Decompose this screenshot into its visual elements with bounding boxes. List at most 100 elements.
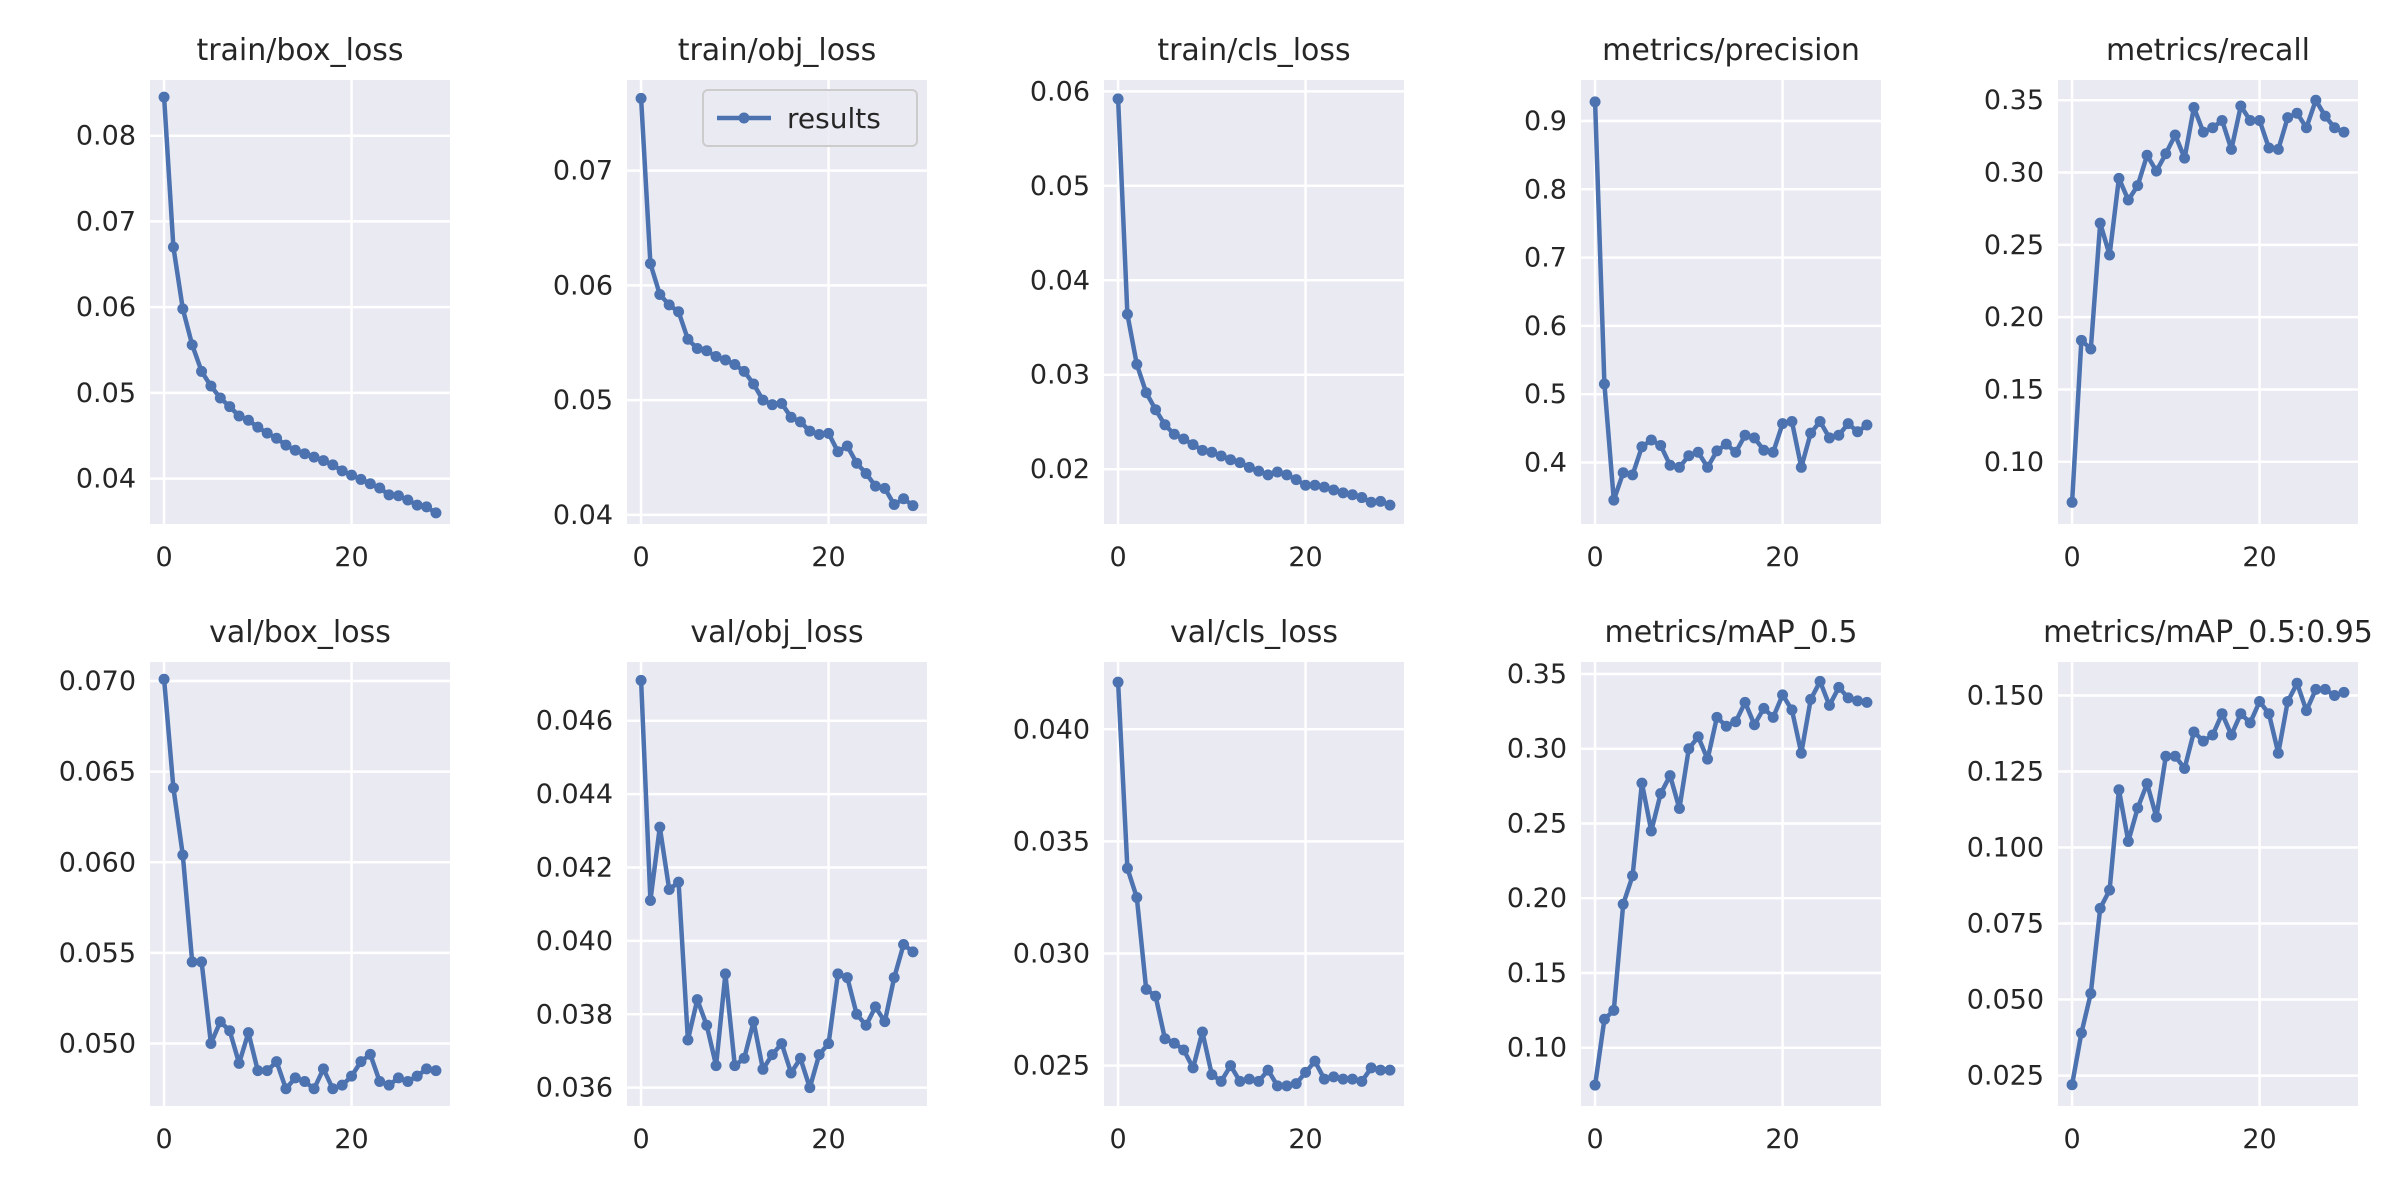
data-point <box>757 394 769 406</box>
y-tick-label: 0.070 <box>59 666 136 697</box>
data-point <box>374 482 386 494</box>
data-point <box>2094 217 2106 229</box>
panel-title: train/obj_loss <box>678 33 877 68</box>
data-point <box>252 421 264 433</box>
data-point <box>1683 743 1695 755</box>
y-tick-label: 0.025 <box>1967 1061 2044 1092</box>
data-point <box>271 432 283 444</box>
data-point <box>729 359 741 371</box>
data-point <box>1150 990 1162 1002</box>
data-point <box>1375 495 1387 507</box>
data-point <box>2235 100 2247 112</box>
y-tick-label: 0.20 <box>1984 302 2044 333</box>
data-point <box>242 414 254 426</box>
data-point <box>1702 753 1714 765</box>
y-tick-label: 0.7 <box>1524 243 1567 274</box>
data-point <box>898 939 910 951</box>
data-point <box>280 1083 292 1095</box>
y-tick-label: 0.050 <box>59 1028 136 1059</box>
x-tick-label: 20 <box>1765 1124 1799 1155</box>
data-point <box>392 490 404 502</box>
data-point <box>299 1076 311 1088</box>
data-point <box>2075 1027 2087 1039</box>
x-tick-label: 0 <box>2063 542 2080 573</box>
data-point <box>289 1072 301 1084</box>
y-tick-label: 0.30 <box>1507 734 1567 765</box>
y-tick-label: 0.042 <box>536 852 613 883</box>
data-point <box>411 499 423 511</box>
data-point <box>1777 418 1789 430</box>
data-point <box>1384 1064 1396 1076</box>
data-point <box>2160 148 2172 160</box>
y-tick-label: 0.06 <box>76 292 136 323</box>
data-point <box>888 972 900 984</box>
data-point <box>1337 487 1349 499</box>
data-point <box>1121 308 1133 320</box>
data-point <box>644 258 656 270</box>
data-point <box>1636 777 1648 789</box>
data-point <box>776 398 788 410</box>
data-point <box>317 1063 329 1075</box>
panel-train-box-loss: train/box_loss 0 20 0.04 0.05 0.06 0.07 0.08 <box>76 33 450 573</box>
data-point <box>1159 1033 1171 1045</box>
data-point <box>158 673 170 685</box>
data-point <box>177 303 189 315</box>
data-point <box>2244 717 2256 729</box>
data-point <box>654 821 666 833</box>
x-tick-label: 0 <box>1109 542 1126 573</box>
data-point <box>663 884 675 896</box>
data-point <box>907 946 919 958</box>
data-point <box>691 994 703 1006</box>
data-point <box>1206 1069 1218 1081</box>
data-point <box>167 241 179 253</box>
y-tick-label: 0.050 <box>1967 985 2044 1016</box>
data-point <box>1196 1026 1208 1038</box>
data-point <box>1767 446 1779 458</box>
data-point <box>308 451 320 463</box>
plot-area <box>2058 662 2358 1106</box>
data-point <box>1655 439 1667 451</box>
data-point <box>2263 142 2275 154</box>
data-point <box>898 493 910 505</box>
y-tick-label: 0.35 <box>1984 85 2044 116</box>
y-tick-label: 0.15 <box>1984 374 2044 405</box>
y-tick-label: 0.06 <box>553 270 613 301</box>
data-point <box>2179 762 2191 774</box>
data-point <box>748 1016 760 1028</box>
data-point <box>1683 450 1695 462</box>
data-point <box>2132 802 2144 814</box>
data-point <box>860 1019 872 1031</box>
data-point <box>1852 426 1864 438</box>
y-tick-label: 0.065 <box>59 757 136 788</box>
data-point <box>701 345 713 357</box>
panel-title: metrics/mAP_0.5 <box>1605 615 1858 650</box>
data-point <box>635 92 647 104</box>
data-point <box>1814 416 1826 428</box>
data-point <box>1711 445 1723 457</box>
data-point <box>1281 1080 1293 1092</box>
data-point <box>869 1001 881 1013</box>
data-point <box>2169 129 2181 141</box>
x-tick-label: 0 <box>155 542 172 573</box>
data-point <box>860 468 872 480</box>
data-point <box>374 1076 386 1088</box>
data-point <box>2197 126 2209 138</box>
x-tick-label: 20 <box>811 1124 845 1155</box>
data-point <box>2300 705 2312 717</box>
data-point <box>346 1070 358 1082</box>
data-point <box>1617 898 1629 910</box>
data-point <box>841 972 853 984</box>
data-point <box>1739 429 1751 441</box>
data-point <box>1861 419 1873 431</box>
y-tick-label: 0.044 <box>536 779 613 810</box>
data-point <box>1805 693 1817 705</box>
data-point <box>2207 729 2219 741</box>
data-point <box>1290 1078 1302 1090</box>
data-point <box>2216 114 2228 126</box>
data-point <box>1328 484 1340 496</box>
data-point <box>1748 432 1760 444</box>
plot-area <box>2058 80 2358 524</box>
data-point <box>2188 101 2200 113</box>
data-point <box>1215 1075 1227 1087</box>
